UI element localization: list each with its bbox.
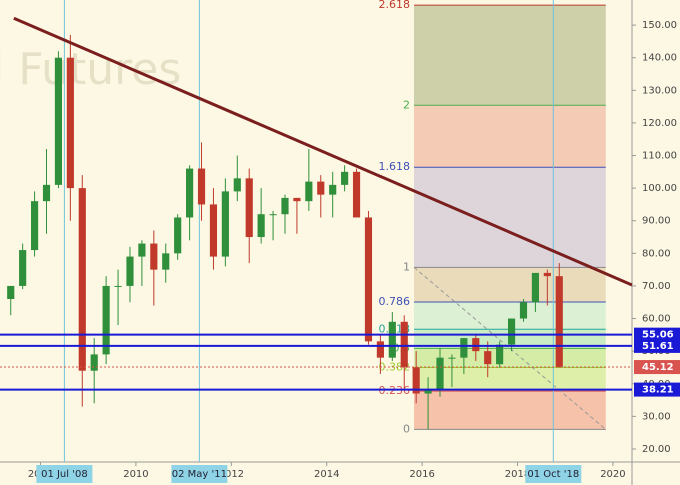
date-marker-box (36, 465, 93, 483)
price-label: 55.06 (642, 330, 674, 341)
candle-body (114, 285, 122, 287)
candle-body (174, 217, 182, 254)
price-label-box (634, 327, 680, 342)
price-label-box (634, 338, 680, 353)
candle-body (209, 204, 218, 257)
price-label-box (634, 360, 680, 375)
candle-body (42, 184, 51, 202)
candle-body (78, 188, 86, 371)
y-tick-label: 150.00 (642, 20, 677, 31)
fib-label: 2.618 (379, 0, 411, 11)
candle-body (269, 214, 277, 216)
y-tick-label: 60.00 (642, 314, 671, 325)
fib-band (414, 391, 606, 430)
candle-body (496, 344, 504, 365)
fib-label: 1 (403, 260, 410, 273)
date-marker-box (171, 465, 228, 483)
y-tick-label: 120.00 (642, 118, 677, 129)
y-tick-label: 100.00 (642, 183, 677, 194)
fib-band (414, 167, 606, 268)
candle-body (305, 181, 313, 202)
y-tick-label: 140.00 (642, 53, 677, 64)
y-tick-label: 20.00 (642, 444, 671, 455)
candle-body (484, 351, 492, 365)
candle-body (424, 390, 432, 394)
candle-body (519, 302, 528, 319)
candle-body (102, 285, 110, 355)
candle-body (317, 181, 325, 195)
price-label: 38.21 (642, 385, 674, 396)
date-marker-label: 01 Jul '08 (41, 469, 88, 480)
candle-body (376, 341, 384, 358)
fib-label: 0.236 (379, 384, 411, 397)
date-marker-label: 01 Oct '18 (527, 469, 579, 480)
x-tick-label: 2010 (123, 469, 148, 480)
x-tick-label: 2018 (505, 469, 530, 480)
candle-body (138, 243, 146, 257)
fib-band (414, 267, 606, 303)
fib-band (414, 367, 606, 392)
candle-body (436, 357, 444, 391)
y-tick-label: 70.00 (642, 281, 671, 292)
candle-body (126, 256, 134, 286)
candle-body (293, 197, 301, 202)
candle-body (364, 217, 373, 342)
trendline (13, 16, 633, 287)
candle-body (31, 201, 39, 251)
y-tick-label: 130.00 (642, 85, 677, 96)
y-tick-label: 110.00 (642, 151, 677, 162)
price-label: 51.61 (642, 341, 674, 352)
y-tick-label: 30.00 (642, 411, 671, 422)
y-tick-label: 80.00 (642, 248, 671, 259)
candle-body (543, 272, 551, 277)
x-tick-label: 2014 (314, 469, 339, 480)
fib-label: 0 (403, 422, 410, 435)
candle-body (472, 338, 480, 352)
date-marker-box (525, 465, 582, 483)
candle-body (400, 321, 408, 368)
candle-body (19, 250, 27, 286)
candle-body (7, 285, 15, 299)
candle-body (186, 168, 194, 218)
candle-body (162, 253, 170, 270)
x-tick-label: 2012 (219, 469, 244, 480)
candle-body (460, 338, 468, 358)
fib-label: 1.618 (379, 160, 411, 173)
x-tick-label: 2020 (600, 469, 625, 480)
fib-label: 0.786 (379, 295, 411, 308)
candle-body (54, 57, 63, 185)
candle-body (150, 243, 158, 270)
candle-body (197, 168, 206, 205)
date-marker-label: 02 May '11 (172, 469, 227, 480)
x-tick-label: 2016 (409, 469, 434, 480)
candle-body (412, 367, 420, 394)
candle-body (531, 272, 539, 303)
candle-body (388, 321, 396, 358)
candle-body (448, 357, 456, 359)
fib-band (414, 105, 606, 168)
candle-body (341, 171, 349, 185)
candle-body (555, 276, 563, 368)
candle-body (221, 191, 229, 257)
candle-body (90, 354, 98, 371)
candle-body (257, 214, 265, 238)
candle-body (281, 197, 289, 215)
fib-label: 2 (403, 98, 410, 111)
candle-body (507, 318, 516, 345)
candle-body (233, 178, 241, 192)
candle-body (352, 171, 361, 218)
fib-band (414, 5, 606, 106)
y-tick-label: 90.00 (642, 216, 671, 227)
price-label-box (634, 382, 680, 397)
candle-body (66, 57, 74, 189)
candle-body (329, 184, 337, 195)
price-label: 45.12 (642, 362, 674, 373)
candle-body (245, 178, 253, 238)
